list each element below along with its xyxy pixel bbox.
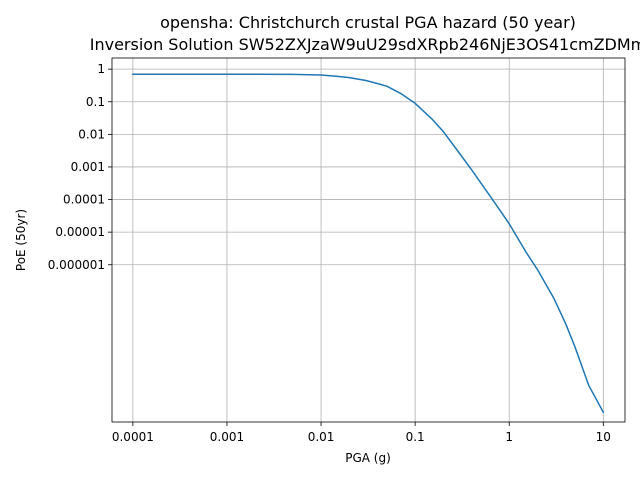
- chart-subtitle: Inversion Solution SW52ZXJzaW9uU29sdXRpb…: [90, 35, 640, 54]
- y-tick-label: 0.001: [71, 160, 105, 174]
- y-tick-label: 0.01: [78, 127, 105, 141]
- plot-area: [132, 73, 605, 414]
- y-tick-label: 0.0001: [63, 193, 105, 207]
- y-tick-label: 0.00001: [55, 225, 105, 239]
- y-tick-label: 0.1: [86, 95, 105, 109]
- axis-ticks: 0.0001 0.001 0.01 0.1 1 10 1 0.1 0.01 0.001 0.0001…: [48, 62, 611, 444]
- x-tick-label: 0.1: [406, 430, 425, 444]
- x-tick-label: 0.001: [210, 430, 244, 444]
- y-tick-label: 1: [97, 62, 105, 76]
- x-tick-label: 0.01: [308, 430, 335, 444]
- x-tick-label: 0.0001: [112, 430, 154, 444]
- hazard-curve-line: [132, 73, 605, 414]
- plot-frame: [111, 57, 626, 423]
- x-tick-label: 1: [505, 430, 513, 444]
- x-tick-label: 10: [596, 430, 611, 444]
- x-axis-label: PGA (g): [345, 451, 391, 465]
- y-axis-label: PoE (50yr): [14, 209, 28, 271]
- chart-title: opensha: Christchurch crustal PGA hazard…: [160, 13, 576, 32]
- grid-lines: [112, 58, 625, 422]
- y-tick-label: 0.000001: [48, 258, 105, 272]
